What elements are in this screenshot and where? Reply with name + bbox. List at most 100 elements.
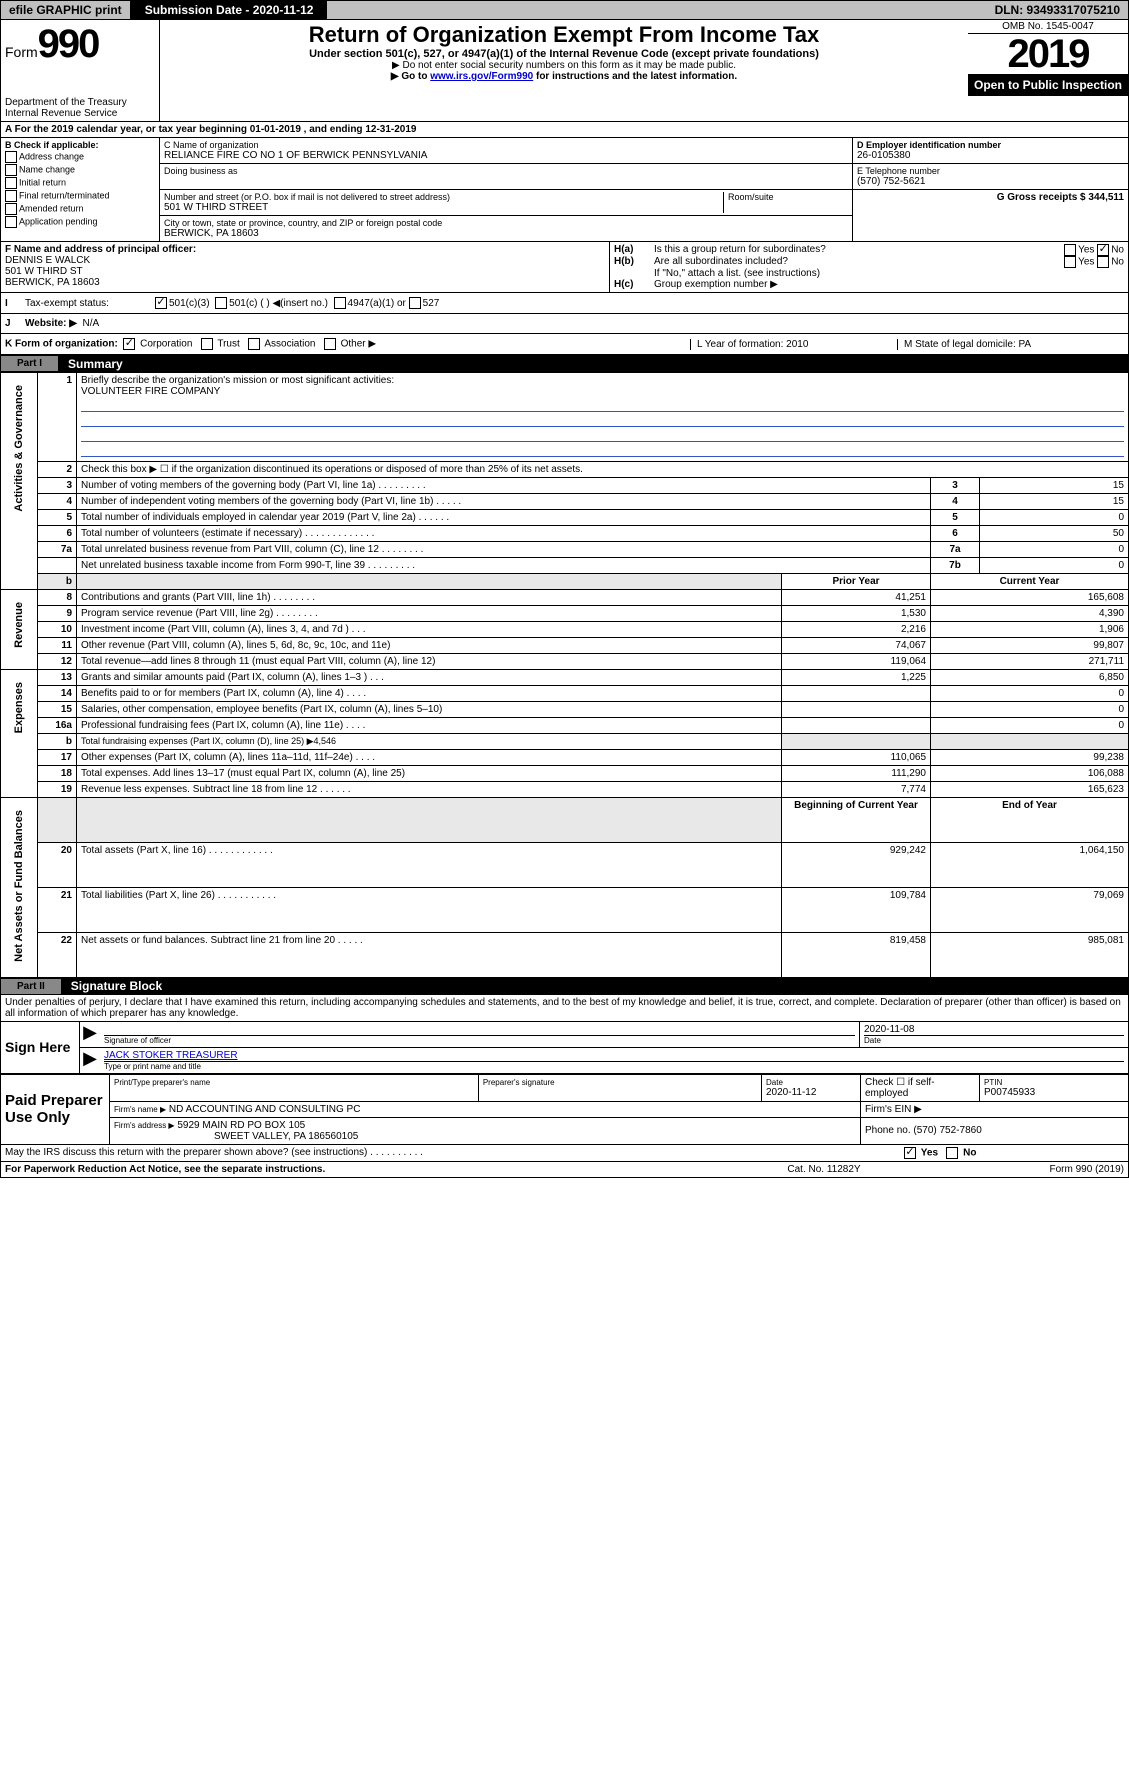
chk-association[interactable] xyxy=(248,338,260,350)
hb-yes-box[interactable] xyxy=(1064,256,1076,268)
line3-box: 3 xyxy=(931,478,980,494)
top-bar: efile GRAPHIC print Submission Date - 20… xyxy=(0,0,1129,20)
j-label: J xyxy=(5,318,25,329)
dln-label: DLN: 93493317075210 xyxy=(987,1,1128,19)
chk-address-change[interactable] xyxy=(5,151,17,163)
line14-num: 14 xyxy=(38,686,77,702)
line5-val: 0 xyxy=(980,510,1129,526)
chk-initial-return[interactable] xyxy=(5,177,17,189)
phone-value: (570) 752-5621 xyxy=(857,176,1124,187)
chk-corporation[interactable] xyxy=(123,338,135,350)
line22-num: 22 xyxy=(38,932,77,977)
line10-curr: 1,906 xyxy=(931,622,1129,638)
chk-4947[interactable] xyxy=(334,297,346,309)
line9-num: 9 xyxy=(38,606,77,622)
dba-label: Doing business as xyxy=(164,166,848,176)
irs-link[interactable]: www.irs.gov/Form990 xyxy=(430,71,533,82)
signature-block: Under penalties of perjury, I declare th… xyxy=(0,995,1129,1074)
line14-prior xyxy=(782,686,931,702)
city-label: City or town, state or province, country… xyxy=(164,218,848,228)
line5-num: 5 xyxy=(38,510,77,526)
website-label: Website: ▶ xyxy=(25,318,77,329)
chk-app-pending[interactable] xyxy=(5,216,17,228)
chk-trust[interactable] xyxy=(201,338,213,350)
room-label: Room/suite xyxy=(728,192,848,202)
firm-name-val: ND ACCOUNTING AND CONSULTING PC xyxy=(169,1104,361,1115)
efile-label: efile GRAPHIC print xyxy=(1,1,131,19)
officer-name-title[interactable]: JACK STOKER TREASURER xyxy=(104,1050,1124,1061)
line21-curr: 79,069 xyxy=(931,887,1129,932)
chk-527[interactable] xyxy=(409,297,421,309)
line20-curr: 1,064,150 xyxy=(931,842,1129,887)
officer-name: DENNIS E WALCK xyxy=(5,255,605,266)
line13-num: 13 xyxy=(38,670,77,686)
current-year-hdr: Current Year xyxy=(931,574,1129,590)
paperwork-notice: For Paperwork Reduction Act Notice, see … xyxy=(5,1164,724,1175)
cat-number: Cat. No. 11282Y xyxy=(724,1164,924,1175)
part1-header: Part I Summary xyxy=(0,355,1129,372)
line21-num: 21 xyxy=(38,887,77,932)
line4-box: 4 xyxy=(931,494,980,510)
line20-prior: 929,242 xyxy=(782,842,931,887)
chk-501c[interactable] xyxy=(215,297,227,309)
ha-label: H(a) xyxy=(614,244,654,256)
line7a-box: 7a xyxy=(931,542,980,558)
phone-label: E Telephone number xyxy=(857,166,1124,176)
line19-prior: 7,774 xyxy=(782,782,931,798)
begin-year-hdr: Beginning of Current Year xyxy=(782,798,931,843)
chk-other[interactable] xyxy=(324,338,336,350)
line2-desc: Check this box ▶ ☐ if the organization d… xyxy=(77,462,1129,478)
line21-prior: 109,784 xyxy=(782,887,931,932)
part2-title: Signature Block xyxy=(71,979,162,993)
line8-curr: 165,608 xyxy=(931,590,1129,606)
line6-num: 6 xyxy=(38,526,77,542)
ha-yes-box[interactable] xyxy=(1064,244,1076,256)
line7b-desc: Net unrelated business taxable income fr… xyxy=(77,558,931,574)
year-formation: L Year of formation: 2010 xyxy=(690,339,897,350)
ha-no-box[interactable] xyxy=(1097,244,1109,256)
sub-title: Under section 501(c), 527, or 4947(a)(1)… xyxy=(164,48,964,60)
line19-curr: 165,623 xyxy=(931,782,1129,798)
website-row: J Website: ▶ N/A xyxy=(0,314,1129,334)
hb-no-box[interactable] xyxy=(1097,256,1109,268)
mission-label: Briefly describe the organization's miss… xyxy=(81,375,1124,386)
end-year-hdr: End of Year xyxy=(931,798,1129,843)
sig-arrow-2: ▶ xyxy=(80,1048,100,1073)
chk-final-return[interactable] xyxy=(5,190,17,202)
discuss-yes-box[interactable] xyxy=(904,1147,916,1159)
sig-date-label: Date xyxy=(864,1035,1124,1045)
paid-preparer-label: Paid Preparer Use Only xyxy=(1,1074,110,1144)
line10-num: 10 xyxy=(38,622,77,638)
line11-desc: Other revenue (Part VIII, column (A), li… xyxy=(77,638,782,654)
prep-name-hdr: Print/Type preparer's name xyxy=(114,1078,474,1087)
line22-prior: 819,458 xyxy=(782,932,931,977)
line4-desc: Number of independent voting members of … xyxy=(77,494,931,510)
form-header: Form990 Department of the Treasury Inter… xyxy=(0,20,1129,122)
chk-name-change[interactable] xyxy=(5,164,17,176)
firm-addr-1: 5929 MAIN RD PO BOX 105 xyxy=(177,1120,305,1131)
prior-year-hdr: Prior Year xyxy=(782,574,931,590)
line9-prior: 1,530 xyxy=(782,606,931,622)
line13-prior: 1,225 xyxy=(782,670,931,686)
prep-date-hdr: Date xyxy=(766,1078,856,1087)
line12-num: 12 xyxy=(38,654,77,670)
chk-amended[interactable] xyxy=(5,203,17,215)
line18-curr: 106,088 xyxy=(931,766,1129,782)
tax-status-row: I Tax-exempt status: 501(c)(3) 501(c) ( … xyxy=(0,293,1129,314)
line20-num: 20 xyxy=(38,842,77,887)
firm-ein-label: Firm's EIN ▶ xyxy=(861,1101,1129,1117)
chk-501c3[interactable] xyxy=(155,297,167,309)
line18-num: 18 xyxy=(38,766,77,782)
line13-desc: Grants and similar amounts paid (Part IX… xyxy=(77,670,782,686)
line16b-prior xyxy=(782,734,931,750)
line16b-desc: Total fundraising expenses (Part IX, col… xyxy=(77,734,782,750)
sig-officer-label: Signature of officer xyxy=(104,1035,855,1045)
line3-num: 3 xyxy=(38,478,77,494)
submission-date-btn[interactable]: Submission Date - 2020-11-12 xyxy=(131,1,329,19)
street-value: 501 W THIRD STREET xyxy=(164,202,723,213)
discuss-no-box[interactable] xyxy=(946,1147,958,1159)
part2-header: Part II Signature Block xyxy=(0,978,1129,995)
sign-here-label: Sign Here xyxy=(1,1022,80,1073)
tax-year: 2019 xyxy=(968,34,1128,74)
line3-desc: Number of voting members of the governin… xyxy=(77,478,931,494)
